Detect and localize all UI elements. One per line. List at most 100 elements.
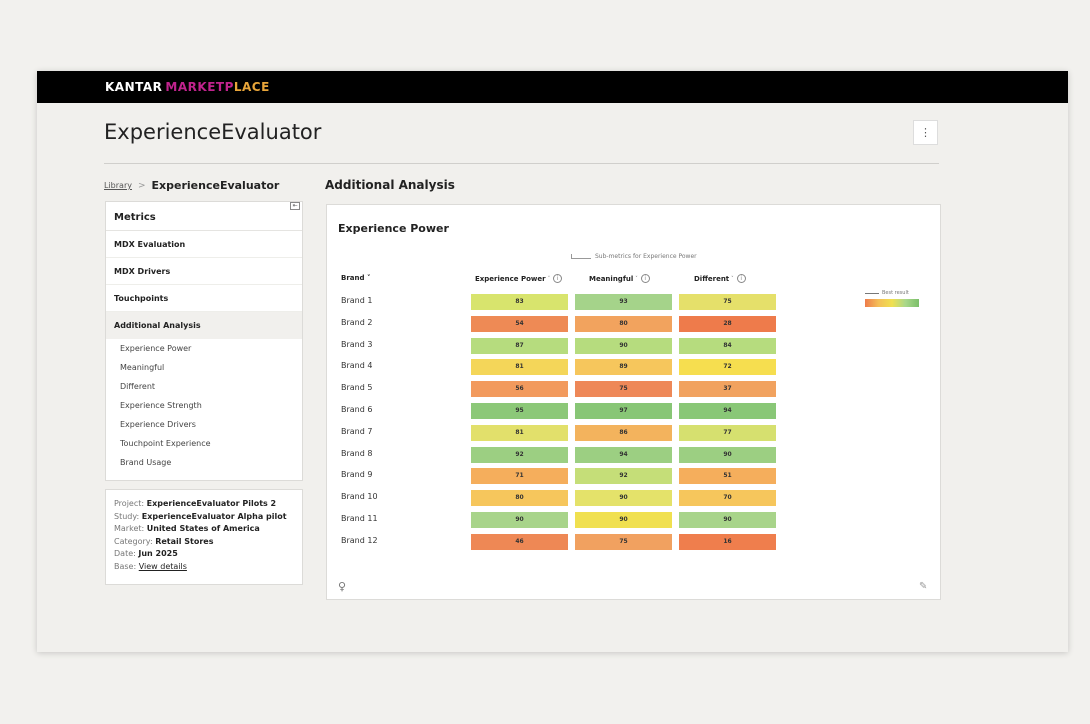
collapse-sidebar-icon[interactable]: ⇤ (290, 202, 300, 210)
heatmap-cell[interactable]: 90 (679, 447, 776, 463)
heatmap-cell[interactable]: 95 (471, 403, 568, 419)
heatmap-cell[interactable]: 84 (679, 338, 776, 354)
row-brand-label: Brand 5 (341, 383, 373, 392)
heatmap-cell[interactable]: 83 (471, 294, 568, 310)
row-brand-label: Brand 9 (341, 470, 373, 479)
heatmap-cell[interactable]: 90 (679, 512, 776, 528)
sidebar-item-touchpoints[interactable]: Touchpoints (106, 285, 302, 312)
sidebar-subitem-experience-power[interactable]: Experience Power (120, 344, 192, 353)
page-title: ExperienceEvaluator (104, 120, 322, 144)
heatmap-cell[interactable]: 75 (679, 294, 776, 310)
top-bar: KANTAR MARKETPLACE (37, 71, 1068, 103)
heatmap-cell[interactable]: 92 (575, 468, 672, 484)
edit-icon[interactable]: ✎ (919, 581, 928, 592)
sidebar-subitem-different[interactable]: Different (120, 382, 156, 391)
row-brand-label: Brand 4 (341, 361, 373, 370)
row-brand-label: Brand 8 (341, 449, 373, 458)
kebab-icon: ⋮ (920, 126, 931, 139)
heatmap-cell[interactable]: 90 (575, 490, 672, 506)
view-details-link[interactable]: View details (138, 561, 187, 571)
info-icon[interactable]: i (640, 274, 650, 283)
heatmap-cell[interactable]: 75 (575, 381, 672, 397)
heatmap-cell[interactable]: 92 (471, 447, 568, 463)
heatmap-cell[interactable]: 28 (679, 316, 776, 332)
info-value: United States of America (146, 524, 260, 533)
row-brand-label: Brand 11 (341, 514, 378, 523)
panel-title: Experience Power (338, 222, 449, 235)
info-label: Project: (114, 499, 145, 508)
info-icon[interactable]: i (553, 274, 563, 283)
logo-marketplace-tail: LACE (233, 80, 270, 94)
sidebar-subitem-brand-usage[interactable]: Brand Usage (120, 458, 172, 467)
heatmap-cell[interactable]: 70 (679, 490, 776, 506)
breadcrumb-separator-icon: > (137, 180, 146, 191)
brand-column-header[interactable]: Brand ˅ (341, 274, 370, 282)
heatmap-cell[interactable]: 90 (575, 512, 672, 528)
info-label: Market: (114, 524, 145, 533)
row-brand-label: Brand 10 (341, 492, 378, 501)
heatmap-cell[interactable]: 72 (679, 359, 776, 375)
sidebar-subitem-experience-drivers[interactable]: Experience Drivers (120, 420, 196, 429)
heatmap-cell[interactable]: 54 (471, 316, 568, 332)
heatmap-cell[interactable]: 81 (471, 359, 568, 375)
info-market: Market: United States of America (114, 523, 294, 536)
title-divider (104, 163, 939, 164)
heatmap-cell[interactable]: 90 (471, 512, 568, 528)
info-value: Jun 2025 (138, 549, 178, 558)
breadcrumb-library-link[interactable]: Library (104, 181, 132, 190)
legend-arrow-icon (865, 292, 879, 294)
heatmap-cell[interactable]: 71 (471, 468, 568, 484)
heatmap-cell[interactable]: 94 (679, 403, 776, 419)
info-label: Base: (114, 561, 137, 571)
sort-icon: ˅ (635, 275, 638, 282)
logo-kantar: KANTAR (105, 80, 163, 94)
heatmap-cell[interactable]: 80 (471, 490, 568, 506)
sidebar-item-mdx-drivers[interactable]: MDX Drivers (106, 258, 302, 285)
metrics-sidebar: ⇤ Metrics MDX Evaluation MDX Drivers Tou… (105, 201, 303, 481)
heatmap-cell[interactable]: 56 (471, 381, 568, 397)
info-label: Study: (114, 511, 140, 521)
info-date: Date: Jun 2025 (114, 548, 294, 561)
row-brand-label: Brand 7 (341, 427, 373, 436)
heatmap-cell[interactable]: 75 (575, 534, 672, 550)
info-label: Category: (114, 536, 153, 546)
info-value: ExperienceEvaluator Pilots 2 (146, 499, 277, 508)
heatmap-cell[interactable]: 89 (575, 359, 672, 375)
heatmap-cell[interactable]: 37 (679, 381, 776, 397)
heatmap-cell[interactable]: 87 (471, 338, 568, 354)
more-options-button[interactable]: ⋮ (913, 120, 938, 145)
row-brand-label: Brand 2 (341, 318, 373, 327)
submetrics-annotation: Sub-metrics for Experience Power (571, 253, 697, 260)
kantar-logo[interactable]: KANTAR MARKETPLACE (105, 80, 270, 94)
app-window: KANTAR MARKETPLACE ExperienceEvaluator ⋮ … (37, 71, 1068, 652)
heatmap-cell[interactable]: 51 (679, 468, 776, 484)
heatmap-cell[interactable]: 86 (575, 425, 672, 441)
info-value: Retail Stores (155, 536, 214, 546)
heatmap-cell[interactable]: 16 (679, 534, 776, 550)
heatmap-cell[interactable]: 90 (575, 338, 672, 354)
heatmap-cell[interactable]: 97 (575, 403, 672, 419)
logo-marketplace-pink: MARKETP (165, 80, 234, 94)
info-label: Date: (114, 549, 136, 558)
sidebar-subitem-meaningful[interactable]: Meaningful (120, 363, 165, 372)
heatmap-cell[interactable]: 94 (575, 447, 672, 463)
sidebar-subitem-touchpoint-experience[interactable]: Touchpoint Experience (120, 439, 211, 448)
metrics-heading: Metrics (106, 202, 302, 231)
heatmap-cell[interactable]: 46 (471, 534, 568, 550)
info-study: Study: ExperienceEvaluator Alpha pilot (114, 511, 294, 524)
column-header-meaningful[interactable]: Meaningful ˅ i (589, 274, 650, 283)
sidebar-subitem-experience-strength[interactable]: Experience Strength (120, 401, 202, 410)
sidebar-item-additional-analysis[interactable]: Additional Analysis (106, 312, 302, 339)
legend-gradient-bar (865, 299, 919, 307)
column-header-experience-power[interactable]: Experience Power ˅ i (475, 274, 563, 283)
heatmap-cell[interactable]: 81 (471, 425, 568, 441)
info-icon[interactable]: i (736, 274, 746, 283)
column-header-different[interactable]: Different ˅ i (694, 274, 746, 283)
heatmap-cell[interactable]: 80 (575, 316, 672, 332)
lightbulb-icon[interactable]: ♀ (338, 580, 347, 593)
info-value: ExperienceEvaluator Alpha pilot (141, 511, 287, 521)
heatmap-cell[interactable]: 77 (679, 425, 776, 441)
color-legend: Best result (865, 290, 919, 307)
heatmap-cell[interactable]: 93 (575, 294, 672, 310)
sidebar-item-mdx-evaluation[interactable]: MDX Evaluation (106, 231, 302, 258)
